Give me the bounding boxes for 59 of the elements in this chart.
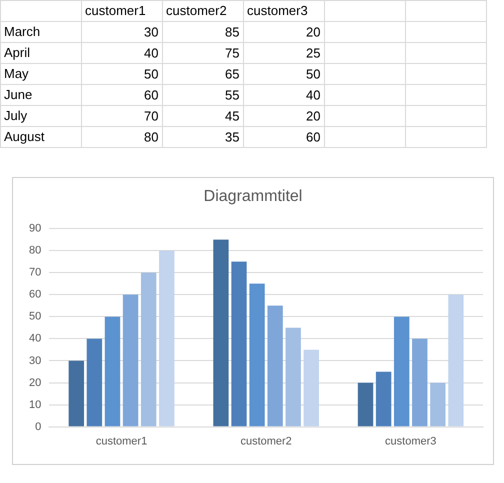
y-tick-label: 0 xyxy=(35,420,42,433)
data-label: 60 xyxy=(306,130,320,145)
bar xyxy=(376,372,392,426)
y-tick-label: 60 xyxy=(28,288,42,301)
data-label: 40 xyxy=(306,88,320,103)
bar xyxy=(140,272,156,426)
data-label: 20 xyxy=(306,108,320,124)
data-label: 85 xyxy=(225,24,240,40)
bar xyxy=(304,350,319,426)
y-tick-label: July xyxy=(4,108,28,124)
y-tick-label: 70 xyxy=(28,266,42,279)
x-tick-label: customer1 xyxy=(96,435,148,448)
data-label: 40 xyxy=(144,46,158,61)
bar xyxy=(213,240,229,426)
bar xyxy=(448,294,464,426)
bar xyxy=(286,328,301,426)
bar xyxy=(86,338,102,426)
y-tick-label: 80 xyxy=(28,244,42,257)
y-tick-label: 30 xyxy=(28,354,42,367)
data-label: 65 xyxy=(225,66,240,82)
x-tick-label: customer1 xyxy=(85,3,146,18)
data-label: 35 xyxy=(225,130,240,145)
bar xyxy=(122,294,138,426)
y-tick-label: 10 xyxy=(28,398,42,411)
data-label: 50 xyxy=(144,66,158,82)
y-tick-label: 90 xyxy=(28,222,42,235)
x-tick-label: customer2 xyxy=(240,435,292,448)
y-tick-label: 20 xyxy=(28,376,42,389)
y-tick-label: August xyxy=(4,129,45,144)
x-tick-label: customer3 xyxy=(247,3,308,18)
y-tick-label: 50 xyxy=(28,310,42,323)
bar xyxy=(249,284,265,426)
y-tick-label: March xyxy=(4,24,40,40)
x-tick-label: customer2 xyxy=(166,3,227,18)
y-tick-label: May xyxy=(4,66,30,82)
x-tick-label: customer3 xyxy=(385,435,436,448)
data-label: 20 xyxy=(306,24,320,40)
data-label: 30 xyxy=(144,24,158,40)
bar xyxy=(68,360,84,426)
data-label: 25 xyxy=(306,46,320,61)
bar xyxy=(159,250,174,426)
chart-title: Diagrammtitel xyxy=(202,188,304,206)
y-tick-label: June xyxy=(4,87,32,102)
bar xyxy=(267,306,283,426)
data-label: 50 xyxy=(306,66,320,82)
data-label: 75 xyxy=(225,46,240,61)
bar xyxy=(358,382,374,426)
data-label: 70 xyxy=(144,108,158,124)
bar xyxy=(430,382,446,426)
data-label: 60 xyxy=(144,88,158,103)
bar xyxy=(104,316,120,426)
y-tick-label: April xyxy=(4,45,30,60)
data-label: 55 xyxy=(225,88,240,103)
y-tick-label: 40 xyxy=(28,332,42,345)
data-label: 45 xyxy=(225,108,240,124)
bar xyxy=(231,262,247,426)
bar xyxy=(394,316,410,426)
data-label: 80 xyxy=(144,130,158,145)
bar xyxy=(412,338,428,426)
